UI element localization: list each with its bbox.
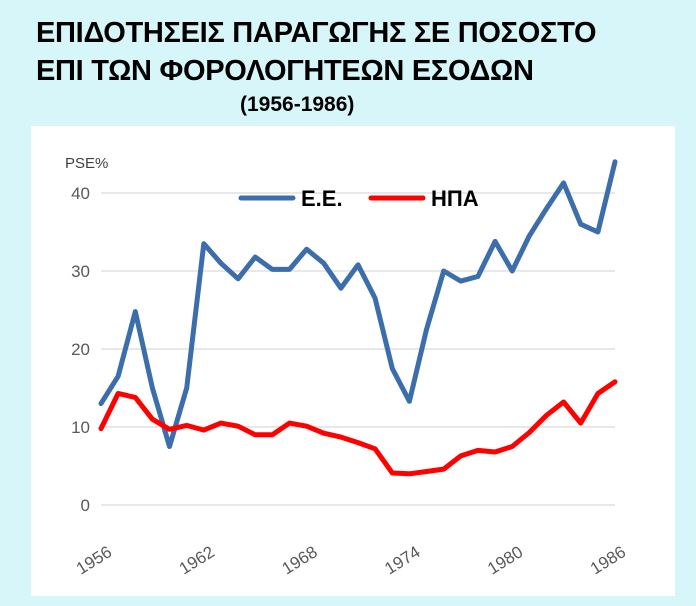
x-tick-labels: 1956 1962 1968 1974 1980 1986 <box>73 542 629 578</box>
y-tick-label-0: 0 <box>81 496 90 515</box>
chart-title-line-1: ΕΠΙΔΟΤΗΣΕΙΣ ΠΑΡΑΓΩΓΗΣ ΣΕ ΠΟΣΟΣΤΟ <box>36 17 597 49</box>
series-lines <box>98 159 618 477</box>
gridlines <box>101 192 615 506</box>
legend-label-ee: Ε.Ε. <box>301 186 343 211</box>
y-tick-label-40: 40 <box>71 184 90 203</box>
y-tick-label-10: 10 <box>71 418 90 437</box>
series-line-ee <box>98 159 618 449</box>
x-tick-label-1956: 1956 <box>73 542 115 578</box>
y-tick-labels: 0 10 20 30 40 <box>71 184 90 515</box>
x-tick-label-1974: 1974 <box>381 542 423 578</box>
series-line-usa <box>98 379 618 477</box>
legend-label-usa: ΗΠΑ <box>431 186 479 211</box>
chart-title-line-2: ΕΠΙ ΤΩΝ ΦΟΡΟΛΟΓΗΤΕΩΝ ΕΣΟΔΩΝ <box>36 55 534 87</box>
y-tick-label-20: 20 <box>71 340 90 359</box>
x-tick-label-1968: 1968 <box>279 542 321 578</box>
x-tick-label-1986: 1986 <box>587 542 629 578</box>
x-tick-label-1962: 1962 <box>176 542 218 578</box>
x-tick-label-1980: 1980 <box>484 542 526 578</box>
chart-panel: PSE% 0 10 20 30 40 1956 1962 1968 1974 1980 1986 … <box>31 126 675 596</box>
y-tick-label-30: 30 <box>71 262 90 281</box>
y-axis-label: PSE% <box>65 155 108 172</box>
chart-title: ΕΠΙΔΟΤΗΣΕΙΣ ΠΑΡΑΓΩΓΗΣ ΣΕ ΠΟΣΟΣΤΟ ΕΠΙ ΤΩΝ… <box>36 14 686 90</box>
legend: Ε.Ε. ΗΠΑ <box>238 186 479 211</box>
chart-subtitle: (1956-1986) <box>240 93 355 116</box>
